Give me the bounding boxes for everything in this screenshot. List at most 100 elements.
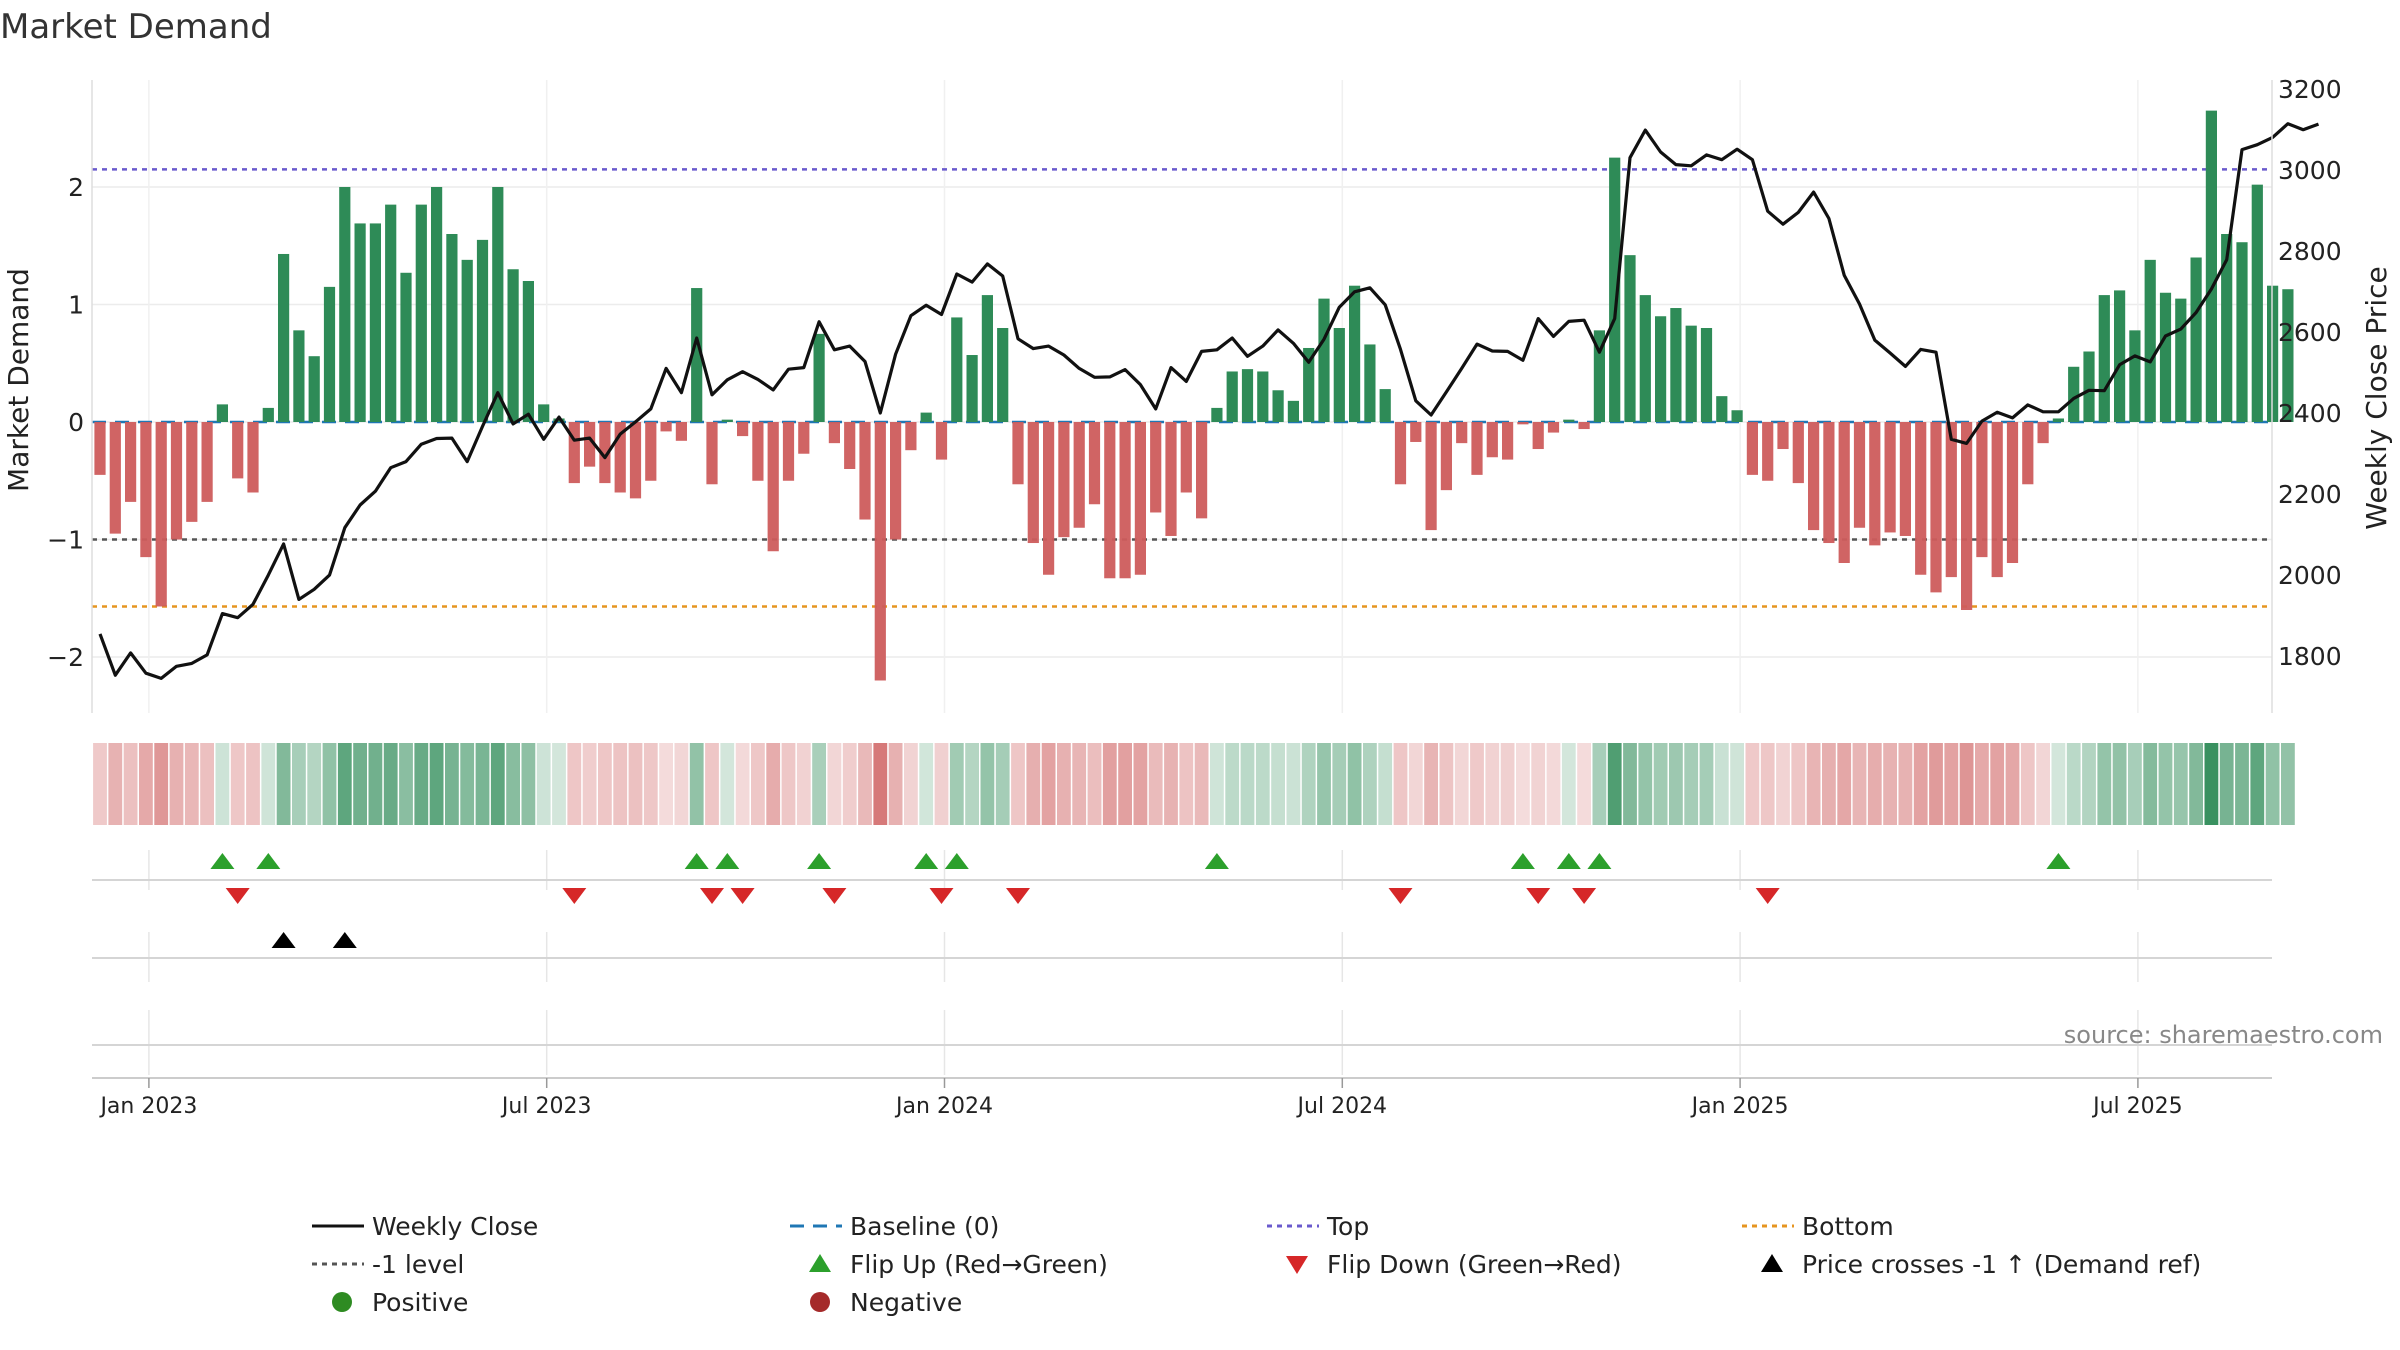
heat-cell [1531,743,1546,825]
heat-cell [1852,743,1867,825]
heat-cell [536,743,551,825]
demand-bar [1624,255,1636,422]
heat-cell [1730,743,1744,825]
y2-tick-label: 2000 [2278,561,2342,590]
demand-bar [1532,422,1544,450]
heat-cell [123,743,138,825]
heat-cell [1760,743,1775,825]
y2-axis-label: Weekly Close Price [2360,266,2393,529]
heat-cell [139,743,153,825]
demand-bar [538,404,550,422]
bottom-swatch [1742,1224,1794,1228]
demand-bar [1012,422,1024,485]
heat-cell [1454,743,1469,825]
demand-bar [308,356,320,422]
heat-cell [613,743,628,825]
heat-cell [2143,743,2158,825]
flip-up-marker [1204,853,1229,869]
legend-label: Positive [372,1287,469,1317]
flip-down-marker [1755,888,1780,904]
heat-cell [980,743,995,825]
legend-label: Top [1327,1211,1370,1241]
demand-bar [385,204,397,422]
demand-bar [1930,422,1942,593]
demand-bar [1853,422,1866,528]
heat-cell [1913,743,1928,825]
demand-bar [1838,422,1850,563]
heat-cell [154,743,169,825]
demand-heat-strip [93,743,2295,825]
demand-bar [293,330,305,422]
demand-bar [1180,422,1192,493]
demand-bar [125,422,137,502]
demand-bar [1456,422,1468,444]
demand-bar [1364,344,1376,422]
demand-bar [1058,422,1070,538]
axes: 2 1 0 −1 −2 3200 3000 2800 2600 2400 2200 2000 1800 [47,75,2342,713]
heat-cell [1561,743,1576,825]
demand-bar [752,422,764,481]
demand-bar [1073,422,1085,528]
demand-bar [522,281,534,422]
demand-bar [1226,371,1238,422]
demand-bar [140,422,152,558]
heat-cell [1164,743,1178,825]
demand-bar [323,286,336,422]
demand-bar [446,234,458,422]
demand-bars [94,110,2294,681]
demand-bar [1211,407,1223,422]
demand-bar [935,422,948,460]
demand-bar [951,317,963,422]
flip-down-marker [700,888,724,904]
heat-cell [1669,743,1683,825]
heat-cell [567,743,582,825]
demand-bar [1823,422,1835,544]
demand-bar [1762,422,1774,481]
demand-bar [981,295,993,422]
demand-bar [721,419,733,422]
heat-cell [383,743,398,825]
y2-tick-label: 3200 [2278,75,2342,104]
demand-bar [155,422,167,607]
y2-tick-label: 2600 [2278,318,2342,347]
heat-cell [353,743,367,825]
heat-cell [796,743,811,825]
heat-cell [475,743,490,825]
flip-up-marker [1510,853,1535,869]
demand-bar [997,328,1009,422]
demand-bar [2236,242,2248,422]
demand-bar [1961,422,1973,610]
demand-bar [1318,298,1330,422]
y2-tick-label: 2200 [2278,480,2342,509]
top-swatch [1267,1224,1319,1228]
demand-bar [1884,422,1896,533]
demand-bar [1593,330,1605,422]
demand-bar [1471,422,1483,475]
demand-bar [2068,366,2080,422]
heat-cell [1439,743,1454,825]
demand-bar [2190,257,2202,422]
demand-bar [1639,295,1651,422]
demand-bar [170,422,183,540]
demand-bar [1333,328,1345,422]
demand-bar [1915,422,1927,575]
heat-cell [873,743,888,825]
heat-cell [2204,743,2219,825]
heat-cell [1929,743,1943,825]
demand-bar [966,355,978,422]
legend-item-baseline: Baseline (0) [778,1208,999,1244]
heat-cell [949,743,964,825]
demand-bar [109,422,121,534]
demand-bar [2052,418,2064,422]
x-tick-label: Jul 2025 [2091,1094,2183,1119]
demand-bar [1945,422,1957,578]
demand-bar [1991,422,2003,578]
heat-cell [1883,743,1897,825]
heat-cell [1776,743,1790,825]
heat-cell [1867,743,1882,825]
demand-bar [584,422,596,467]
demand-bar [568,422,580,484]
heat-cell [506,743,520,825]
weekly-close-swatch [312,1224,364,1228]
flip-down-marker [1572,888,1597,904]
